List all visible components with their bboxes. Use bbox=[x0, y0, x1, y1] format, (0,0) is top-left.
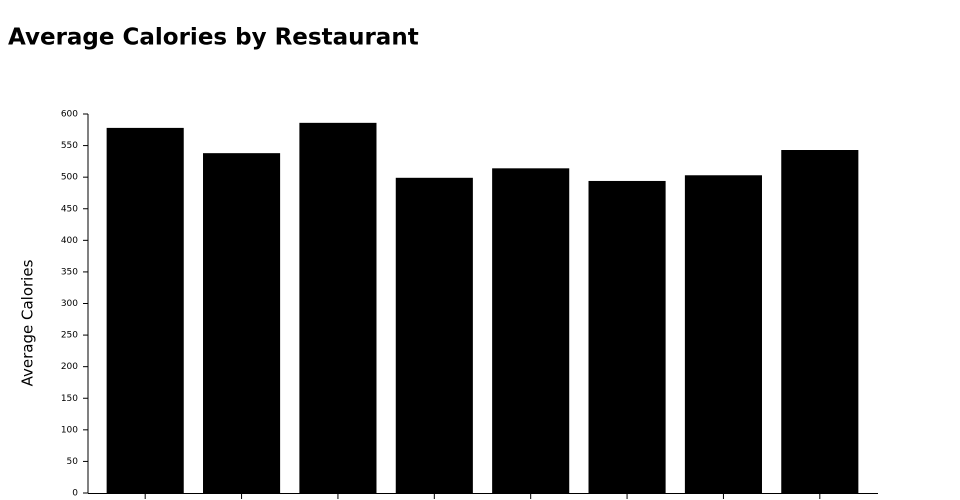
y-tick-label: 250 bbox=[61, 331, 78, 341]
y-tick-label: 600 bbox=[61, 110, 78, 120]
y-tick-label: 450 bbox=[61, 204, 78, 214]
y-tick-label: 50 bbox=[67, 457, 79, 467]
y-tick-label: 0 bbox=[72, 489, 78, 499]
bar bbox=[106, 127, 184, 493]
y-tick-label: 100 bbox=[61, 425, 78, 435]
bar bbox=[684, 175, 762, 493]
y-tick-label: 300 bbox=[61, 299, 78, 309]
bar bbox=[781, 150, 859, 493]
bar bbox=[395, 177, 473, 493]
bar bbox=[299, 122, 377, 494]
bar bbox=[492, 168, 570, 493]
y-tick-label: 500 bbox=[61, 173, 78, 183]
y-tick-label: 200 bbox=[61, 362, 78, 372]
y-tick-label: 350 bbox=[61, 267, 78, 277]
bar bbox=[588, 180, 666, 493]
bar bbox=[203, 153, 281, 493]
y-tick-label: 400 bbox=[61, 236, 78, 246]
chart-title: Average Calories by Restaurant bbox=[8, 25, 419, 51]
y-axis-label: Average Calories bbox=[19, 259, 37, 386]
y-tick-label: 150 bbox=[61, 394, 78, 404]
y-tick-label: 550 bbox=[61, 141, 78, 151]
